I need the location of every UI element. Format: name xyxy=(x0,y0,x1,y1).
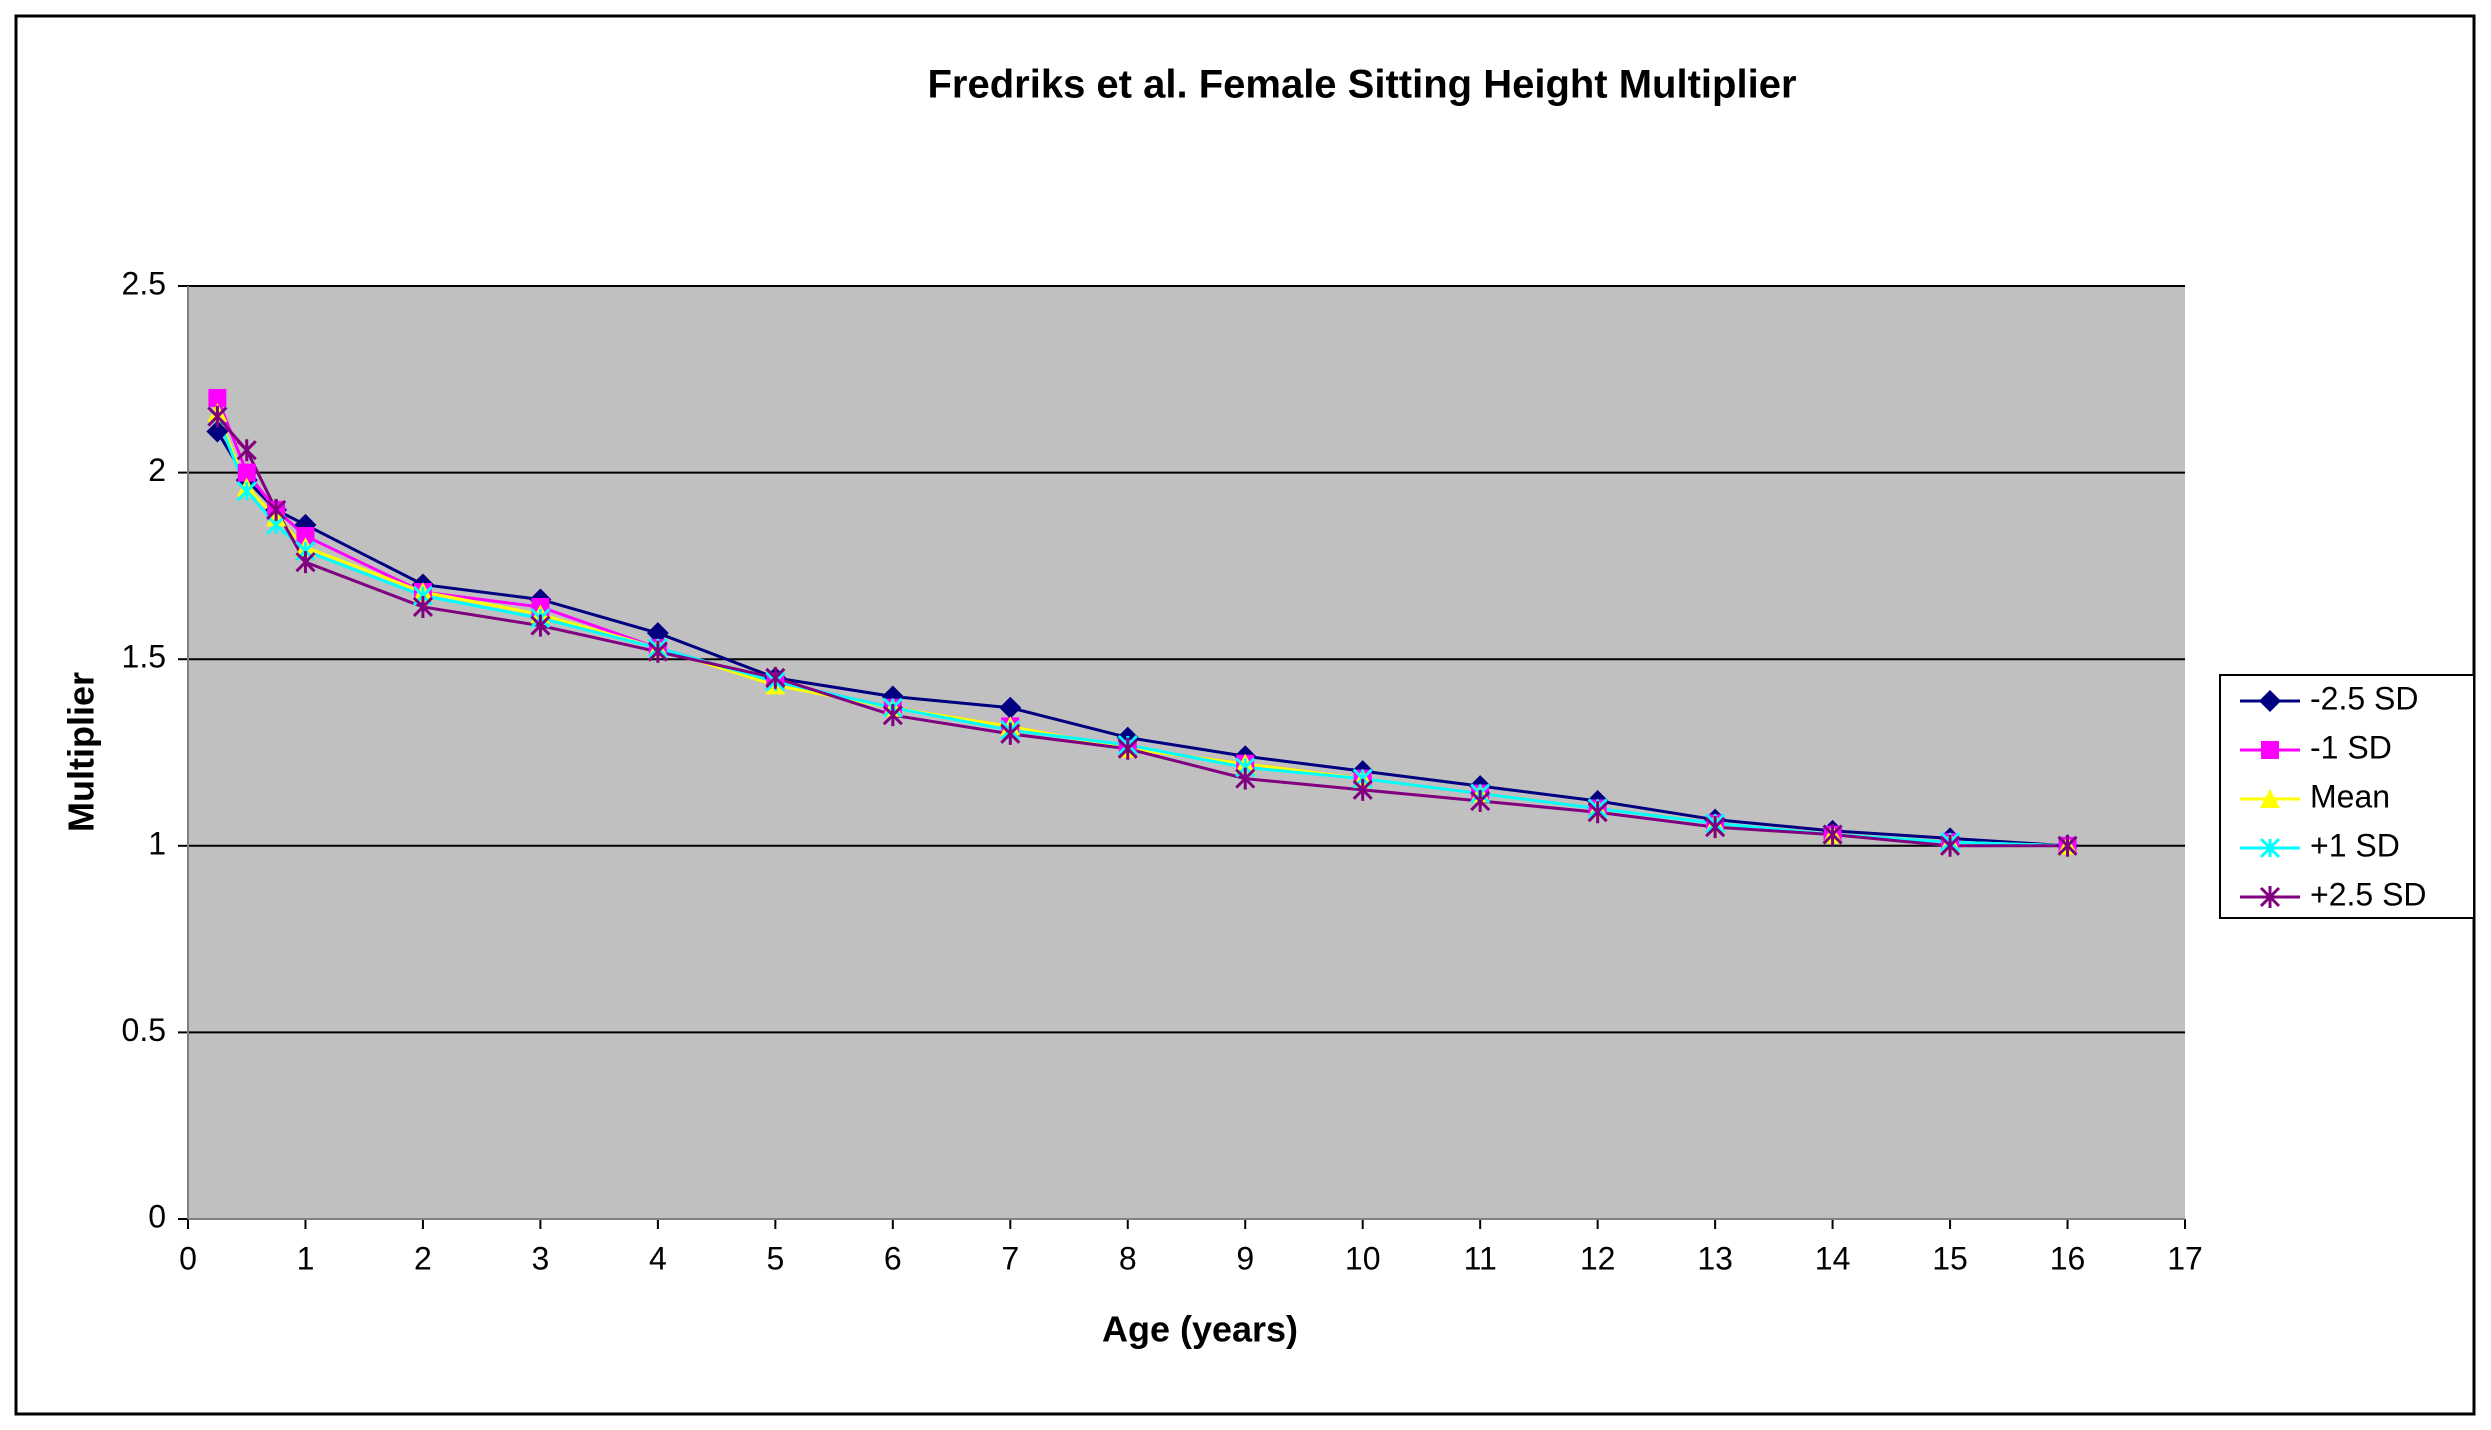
data-point xyxy=(1705,816,1726,839)
legend-marker-shape xyxy=(2259,886,2281,908)
data-point xyxy=(236,439,257,462)
x-tick-label: 16 xyxy=(2050,1240,2086,1276)
legend-marker-shape xyxy=(2259,837,2281,859)
data-point xyxy=(296,527,315,546)
x-tick-label: 1 xyxy=(297,1240,315,1276)
x-tick-label: 14 xyxy=(1815,1240,1851,1276)
data-point xyxy=(1235,767,1256,790)
legend-marker-shape xyxy=(2259,690,2281,712)
y-tick-label: 2 xyxy=(148,452,166,488)
x-tick-label: 17 xyxy=(2167,1240,2203,1276)
x-tick-label: 4 xyxy=(649,1240,667,1276)
x-tick-label: 13 xyxy=(1697,1240,1733,1276)
y-tick-label: 1 xyxy=(148,825,166,861)
x-tick-label: 15 xyxy=(1932,1240,1968,1276)
y-tick-label: 0.5 xyxy=(122,1012,166,1048)
x-tick-label: 9 xyxy=(1236,1240,1254,1276)
y-tick-label: 1.5 xyxy=(122,639,166,675)
data-point xyxy=(207,405,228,428)
x-tick-label: 2 xyxy=(414,1240,432,1276)
data-point xyxy=(646,622,669,645)
legend-label: -2.5 SD xyxy=(2310,680,2418,716)
data-point xyxy=(266,498,287,521)
x-tick-label: 7 xyxy=(1001,1240,1019,1276)
y-tick-label: 0 xyxy=(148,1198,166,1234)
legend-marker-shape xyxy=(2260,789,2280,808)
x-axis-label: Age (years) xyxy=(1102,1309,1298,1350)
data-point xyxy=(1470,790,1491,813)
data-point xyxy=(1822,823,1843,846)
data-point xyxy=(1352,778,1373,801)
x-tick-label: 10 xyxy=(1345,1240,1381,1276)
data-point xyxy=(208,388,227,407)
data-point xyxy=(882,704,903,727)
data-point xyxy=(647,640,668,663)
data-point xyxy=(1000,722,1021,745)
y-tick-label: 2.5 xyxy=(122,265,166,301)
legend-label: +2.5 SD xyxy=(2310,876,2427,912)
data-point xyxy=(999,696,1022,719)
x-tick-label: 11 xyxy=(1464,1240,1497,1276)
x-tick-label: 8 xyxy=(1119,1240,1137,1276)
x-tick-label: 6 xyxy=(884,1240,902,1276)
chart-title: Fredriks et al. Female Sitting Height Mu… xyxy=(927,63,1796,107)
x-tick-label: 12 xyxy=(1580,1240,1616,1276)
legend-label: Mean xyxy=(2310,778,2390,814)
data-point xyxy=(1587,801,1608,824)
data-point xyxy=(295,551,316,574)
data-point xyxy=(2057,834,2078,857)
x-tick-label: 0 xyxy=(179,1240,197,1276)
data-point xyxy=(1939,834,1961,857)
data-point xyxy=(412,595,434,618)
x-tick-label: 5 xyxy=(766,1240,784,1276)
data-point xyxy=(530,614,551,637)
y-axis-label: Multiplier xyxy=(61,672,102,832)
data-point xyxy=(765,666,786,689)
plot-area xyxy=(188,286,2185,1219)
data-point xyxy=(236,481,257,502)
legend-label: -1 SD xyxy=(2310,729,2392,765)
x-tick-label: 3 xyxy=(532,1240,550,1276)
legend-label: +1 SD xyxy=(2310,827,2400,863)
data-point xyxy=(237,463,256,482)
legend-box xyxy=(2219,674,2475,919)
data-point xyxy=(206,420,229,443)
legend-marker-shape xyxy=(2261,741,2279,759)
data-point xyxy=(1117,737,1138,760)
